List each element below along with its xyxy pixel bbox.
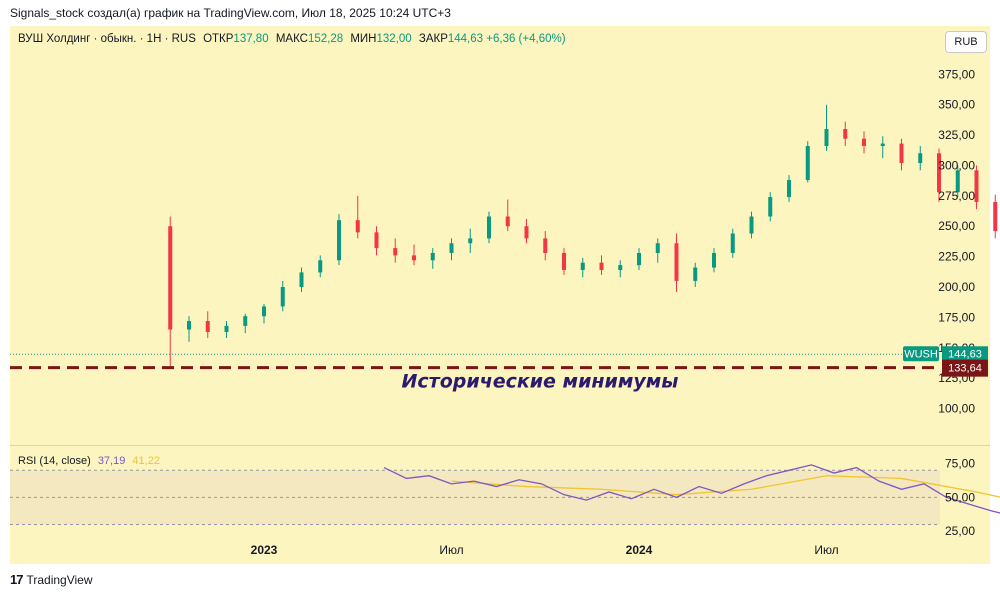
rsi-label: RSI (14, close) xyxy=(18,455,91,467)
candle-body xyxy=(524,226,529,239)
chart-caption: Signals_stock создал(а) график на Tradin… xyxy=(10,6,451,20)
level-badge-text: 133,64 xyxy=(948,363,982,375)
footer: 17 TradingView xyxy=(10,572,93,587)
ticker-badge xyxy=(903,346,939,362)
ticker-badge-text: WUSH xyxy=(904,348,938,360)
open-value: 137,80 xyxy=(233,33,269,45)
rsi-ma-value: 41,22 xyxy=(132,455,160,467)
change-value: +6,36 (+4,60%) xyxy=(486,33,566,45)
high-value: 152,28 xyxy=(307,33,344,45)
candle-body xyxy=(693,267,698,281)
price-tick-label: 175,00 xyxy=(938,310,975,324)
rsi-tick-label: 75,00 xyxy=(945,457,975,471)
annotation-historical-minimums: Исторические минимумы xyxy=(402,371,679,393)
candle-body xyxy=(412,255,416,261)
rsi-line xyxy=(383,464,1000,514)
candle-body xyxy=(749,216,754,234)
candle-body xyxy=(655,243,660,253)
candle-body xyxy=(918,153,923,164)
price-tick-label: 300,00 xyxy=(938,158,975,172)
candle-body xyxy=(562,252,566,270)
candle-body xyxy=(674,243,679,281)
candle-body xyxy=(299,272,304,287)
candle-body xyxy=(730,233,735,253)
price-tick-label: 225,00 xyxy=(938,250,975,264)
candle-body xyxy=(168,226,173,330)
price-tick-label: 250,00 xyxy=(938,219,975,233)
candle-body xyxy=(449,243,454,253)
currency-button[interactable]: RUB xyxy=(945,31,987,53)
time-tick-label: 2023 xyxy=(251,543,278,557)
time-tick-label: Июл xyxy=(439,543,463,557)
time-tick-label: 2024 xyxy=(626,543,653,557)
candle-body xyxy=(899,143,904,164)
candle-body xyxy=(430,252,435,261)
candle-body xyxy=(768,197,773,217)
tradingview-logo-icon[interactable]: 17 xyxy=(10,572,24,587)
time-tick-label: Июл xyxy=(814,543,838,557)
price-tick-label: 275,00 xyxy=(938,189,975,203)
candle-body xyxy=(880,143,885,147)
price-tick-label: 200,00 xyxy=(938,280,975,294)
candle-body xyxy=(543,238,548,253)
last-price-badge-text: 144,63 xyxy=(948,348,982,360)
level-badge xyxy=(942,359,988,377)
candle-body xyxy=(187,321,191,330)
candle-body xyxy=(618,265,623,270)
price-tick-label: 350,00 xyxy=(938,98,975,112)
rsi-tick-label: 25,00 xyxy=(945,524,975,538)
candle-body xyxy=(280,287,285,307)
candle-body xyxy=(824,129,829,147)
candle-body xyxy=(505,216,510,227)
rsi-value: 37,19 xyxy=(97,455,126,467)
candle-body xyxy=(637,252,641,266)
candle-body xyxy=(318,260,323,273)
candle-body xyxy=(224,325,229,332)
candle-body xyxy=(243,316,248,326)
candle-body xyxy=(787,180,791,198)
open-label: ОТКР xyxy=(203,33,234,45)
symbol-name[interactable]: ВУШ Холдинг · обыкн. · 1Н · RUS xyxy=(18,33,196,45)
candle-body xyxy=(487,216,491,239)
rsi-tick-label: 50,00 xyxy=(945,490,975,504)
low-value: 132,00 xyxy=(376,33,412,45)
low-label: МИН xyxy=(350,33,377,45)
candle-body xyxy=(843,129,848,139)
candle-body xyxy=(937,153,941,193)
candle-body xyxy=(712,252,716,268)
symbol-header: ВУШ Холдинг · обыкн. · 1Н · RUS ОТКР137,… xyxy=(18,33,566,45)
rsi-ma-line xyxy=(451,475,1000,498)
price-tick-label: 325,00 xyxy=(938,128,975,142)
close-label: ЗАКР xyxy=(418,33,448,45)
candle-body xyxy=(862,138,866,147)
candle-body xyxy=(805,146,810,181)
high-label: МАКС xyxy=(275,33,308,45)
rsi-legend[interactable]: RSI (14, close) 37,19 41,22 xyxy=(18,455,160,467)
candle-body xyxy=(993,201,998,232)
candle-body xyxy=(355,220,360,233)
close-value: 144,63 xyxy=(447,33,484,45)
candle-body xyxy=(974,170,979,202)
price-tick-label: 100,00 xyxy=(938,402,975,416)
footer-brand[interactable]: TradingView xyxy=(26,572,93,587)
candle-body xyxy=(262,306,266,317)
candle-body xyxy=(955,170,960,193)
candle-body xyxy=(337,220,341,261)
candle-body xyxy=(374,232,379,249)
candle-body xyxy=(205,321,210,332)
candle-body xyxy=(468,238,473,244)
price-tick-label: 375,00 xyxy=(938,67,975,81)
candle-body xyxy=(393,248,398,256)
candle-body xyxy=(599,262,604,270)
candle-body xyxy=(580,262,585,270)
